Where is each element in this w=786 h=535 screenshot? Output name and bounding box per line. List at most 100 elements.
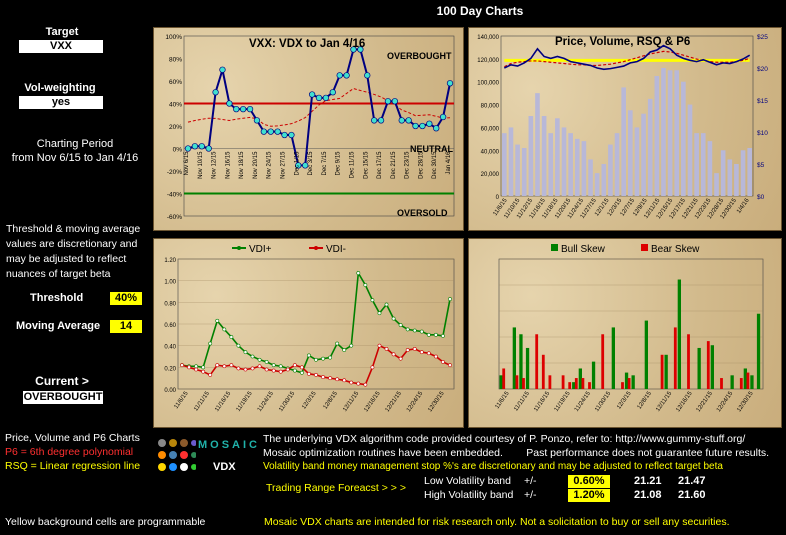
y-tick-label: 0.80 — [164, 301, 176, 307]
moving-average-value[interactable]: 14 — [110, 320, 142, 333]
vol-weighting-value[interactable]: yes — [18, 95, 104, 110]
vdx-point — [295, 162, 302, 169]
bull-bar — [499, 375, 503, 389]
threshold-value[interactable]: 40% — [110, 292, 142, 305]
vdi-point — [208, 341, 213, 346]
x-tick-label: Dec 7/15 — [322, 151, 328, 176]
vdx-point — [212, 89, 219, 96]
volume-bar — [588, 159, 593, 196]
volume-bar — [614, 133, 620, 196]
vdx-point — [233, 105, 240, 113]
vdx-point — [336, 72, 343, 79]
yellow-note: Yellow background cells are programmable — [5, 516, 206, 528]
target-value[interactable]: VXX — [18, 39, 104, 54]
volume-bar — [535, 93, 540, 196]
vdx-point — [364, 72, 371, 79]
y-tick-label: 0.00 — [164, 388, 176, 394]
vdx-point — [260, 128, 267, 135]
vdi-point — [229, 335, 234, 339]
bear-bar — [627, 378, 631, 389]
vdi-point — [419, 329, 424, 334]
x-tick-label: 11/30/15 — [594, 390, 612, 413]
volume-bar — [647, 98, 653, 196]
vdi-point — [433, 354, 438, 359]
vdi-point — [243, 367, 248, 372]
legend-marker-vdi-plus — [237, 246, 241, 250]
vdi-point — [236, 366, 241, 371]
skew-chart: Bull Skew Bear Skew 11/6/15 11/11/15 11/16/1… — [494, 244, 764, 413]
vdx-point — [184, 145, 192, 152]
x-tick-label: 11/11/15 — [193, 390, 211, 412]
y-tick-label-left: 80,000 — [481, 104, 500, 110]
bear-bar — [502, 368, 506, 389]
low-band-label: Low Volatility band — [424, 475, 511, 487]
vdi-point — [363, 382, 368, 387]
vdi-point — [285, 367, 290, 372]
x-tick-label: 12/11/15 — [342, 390, 360, 413]
x-tick-label: 12/16/15 — [675, 390, 694, 413]
legend-bear: Bear Skew — [651, 244, 700, 255]
vdi-point — [292, 368, 297, 373]
y-tick-label: 100% — [165, 34, 182, 41]
vdi-point — [405, 327, 410, 332]
vdi-point — [243, 350, 248, 355]
vdi-point — [215, 318, 220, 323]
y-tick-label: 0.20 — [164, 366, 176, 372]
legend-bull: Bull Skew — [561, 244, 606, 255]
logo-sub: VDX — [213, 461, 236, 473]
vdx-point — [329, 89, 336, 96]
x-tick-label: 12/21/15 — [696, 390, 715, 413]
x-tick-label: 12/30/15 — [427, 390, 446, 413]
vdi-point — [342, 348, 347, 352]
y-tick-label: 80% — [169, 57, 182, 64]
bear-bar — [535, 334, 539, 389]
vdx-point — [274, 128, 281, 135]
bull-bar — [611, 327, 615, 389]
legend-marker-vdi-minus — [314, 246, 318, 250]
volume-bar — [628, 110, 633, 196]
plot-area — [183, 35, 455, 217]
y-tick-label-left: 20,000 — [481, 172, 500, 178]
high-band-a: 21.08 — [634, 489, 662, 501]
footer-line-1: The underlying VDX algorithm code provid… — [263, 433, 746, 445]
y-tick-label-right: $20 — [757, 66, 768, 73]
x-tick-label: Nov 27/15 — [281, 151, 287, 179]
volume-bar — [700, 133, 706, 196]
vdx-point — [391, 98, 398, 105]
legend-vdi-plus: VDI+ — [249, 244, 272, 255]
vdi-point — [208, 373, 213, 377]
high-band-label: High Volatility band — [424, 489, 514, 501]
bull-bar — [710, 345, 714, 389]
vdi-point — [187, 365, 191, 370]
vdi-point — [349, 343, 354, 348]
bull-bar — [591, 361, 596, 389]
bear-bar — [568, 382, 572, 389]
vdx-point — [433, 125, 440, 132]
y-tick-label-right: $15 — [757, 98, 768, 105]
vdi-point — [370, 298, 375, 303]
vdx-point — [205, 145, 212, 152]
low-band-pct[interactable]: 0.60% — [568, 475, 610, 488]
bear-bar — [548, 375, 552, 389]
vdi-point — [412, 328, 417, 333]
y-tick-label: 40% — [169, 102, 182, 109]
vdi-point — [370, 365, 375, 370]
vol-weighting-label: Vol-weighting — [24, 82, 96, 94]
high-band-pct[interactable]: 1.20% — [568, 489, 610, 502]
vdx-point — [267, 128, 274, 135]
vdi-point — [271, 368, 276, 373]
vdx-chart: 100% 80% 60% 40% 20% 0% -20% -40% -60% VXX: VDX t… — [165, 34, 455, 221]
vdi-point — [321, 356, 325, 361]
bear-bar — [588, 382, 591, 389]
chart-title: Price, Volume, RSQ & P6 — [555, 36, 690, 48]
vdi-point — [321, 375, 325, 379]
y-tick-label: -40% — [167, 192, 182, 199]
x-tick-label: Dec 11/15 — [349, 151, 355, 179]
volume-bar — [707, 141, 713, 196]
vdi-point — [448, 363, 452, 368]
bear-bar — [522, 378, 525, 389]
volume-bar — [555, 118, 560, 196]
vdi-point — [441, 360, 445, 364]
page-title: 100 Day Charts — [436, 4, 524, 18]
legend-vdi-minus: VDI- — [326, 244, 346, 255]
